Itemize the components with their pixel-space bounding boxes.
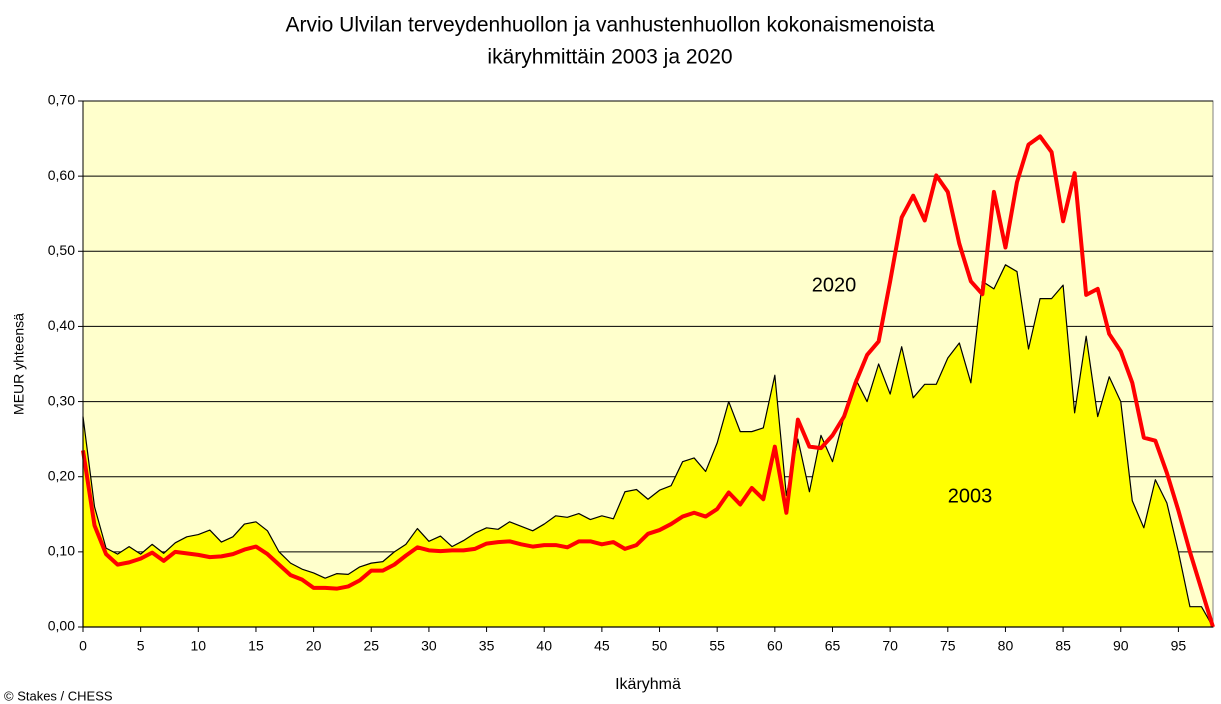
y-tick-label: 0,30 xyxy=(48,392,75,408)
x-tick-label: 60 xyxy=(767,638,783,654)
x-tick-label: 80 xyxy=(998,638,1014,654)
x-tick-label: 50 xyxy=(652,638,668,654)
y-tick-label: 0,00 xyxy=(48,618,75,634)
y-tick-label: 0,40 xyxy=(48,317,75,333)
series-label: 2003 xyxy=(948,485,993,507)
x-axis-title: Ikäryhmä xyxy=(615,676,681,693)
area xyxy=(82,264,1214,628)
x-tick-label: 45 xyxy=(594,638,610,654)
x-tick-label: 20 xyxy=(306,638,322,654)
x-tick-label: 35 xyxy=(479,638,495,654)
y-axis-title: MEUR yhteensä xyxy=(11,313,27,415)
x-tick-label: 55 xyxy=(709,638,725,654)
x-tick-label: 75 xyxy=(940,638,956,654)
x-tick-label: 85 xyxy=(1055,638,1071,654)
y-tick-label: 0,10 xyxy=(48,543,75,559)
x-tick-label: 10 xyxy=(191,638,207,654)
x-tick-label: 15 xyxy=(248,638,264,654)
x-tick-label: 70 xyxy=(882,638,898,654)
chart-title: ikäryhmittäin 2003 ja 2020 xyxy=(487,46,732,69)
x-tick-label: 25 xyxy=(363,638,379,654)
x-tick-label: 40 xyxy=(536,638,552,654)
chart-title: Arvio Ulvilan terveydenhuollon ja vanhus… xyxy=(285,14,934,37)
y-tick-label: 0,70 xyxy=(48,92,75,108)
y-tick-label: 0,50 xyxy=(48,242,75,258)
x-tick-label: 95 xyxy=(1171,638,1187,654)
y-tick-label: 0,60 xyxy=(48,167,75,183)
x-tick-label: 90 xyxy=(1113,638,1129,654)
line xyxy=(81,134,1215,628)
x-tick-label: 0 xyxy=(79,638,87,654)
source: © Stakes / CHESS xyxy=(4,688,113,703)
x-tick-label: 5 xyxy=(137,638,145,654)
x-tick-label: 65 xyxy=(825,638,841,654)
series-label: 2020 xyxy=(812,274,857,296)
x-tick-label: 30 xyxy=(421,638,437,654)
y-tick-label: 0,20 xyxy=(48,467,75,483)
